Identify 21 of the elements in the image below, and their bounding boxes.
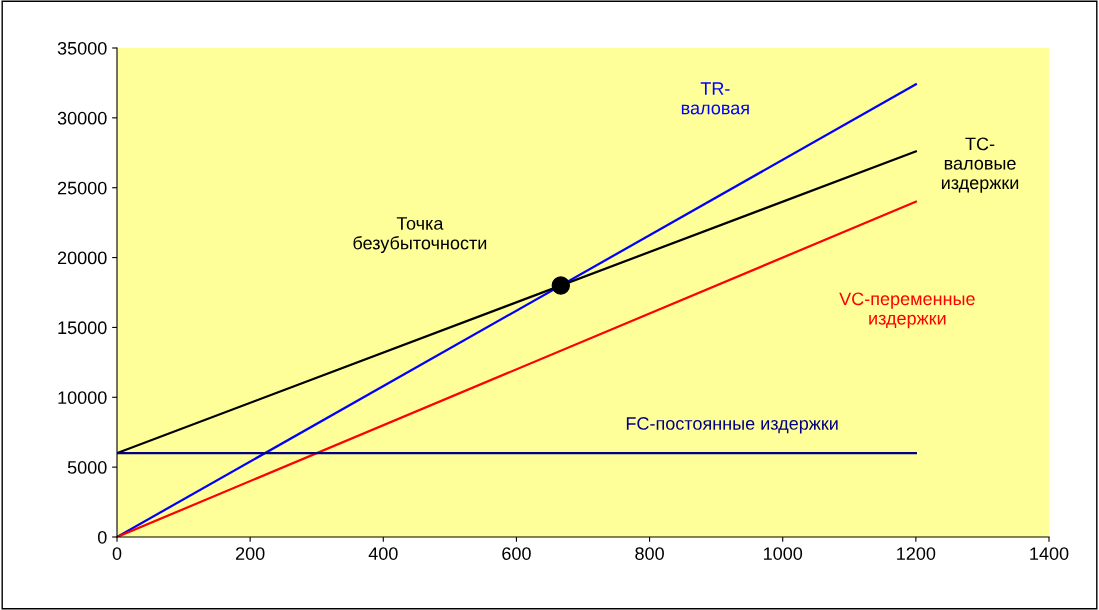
x-tick-label: 1400 [1030,547,1069,560]
series-label: FC-постоянные издержки [626,417,838,434]
series-label: TC- валовые издержки [941,137,1019,193]
y-tick-label: 25000 [57,181,107,195]
text: VC-переменные издержки [839,292,975,329]
x-tick-label: 1000 [764,547,803,560]
y-tick-label: 35000 [57,41,107,55]
x-tick-label: 1200 [897,547,936,560]
x-tick-label: 600 [502,547,531,560]
y-tick-label: 30000 [57,111,107,125]
y-tick-label: 5000 [67,461,107,474]
x-tick-label: 0 [112,547,122,560]
x-tick-label: 400 [368,547,398,560]
x-tick-label: 200 [235,547,265,560]
y-tick-label: 10000 [58,391,107,405]
y-tick-label: 20000 [57,251,107,265]
y-tick-label: 15000 [58,321,107,335]
text: TR- валовая [681,82,749,115]
annotation: Точка безубыточности [353,217,487,254]
y-tick-label: 0 [97,530,107,544]
x-tick-label: 800 [635,547,664,560]
